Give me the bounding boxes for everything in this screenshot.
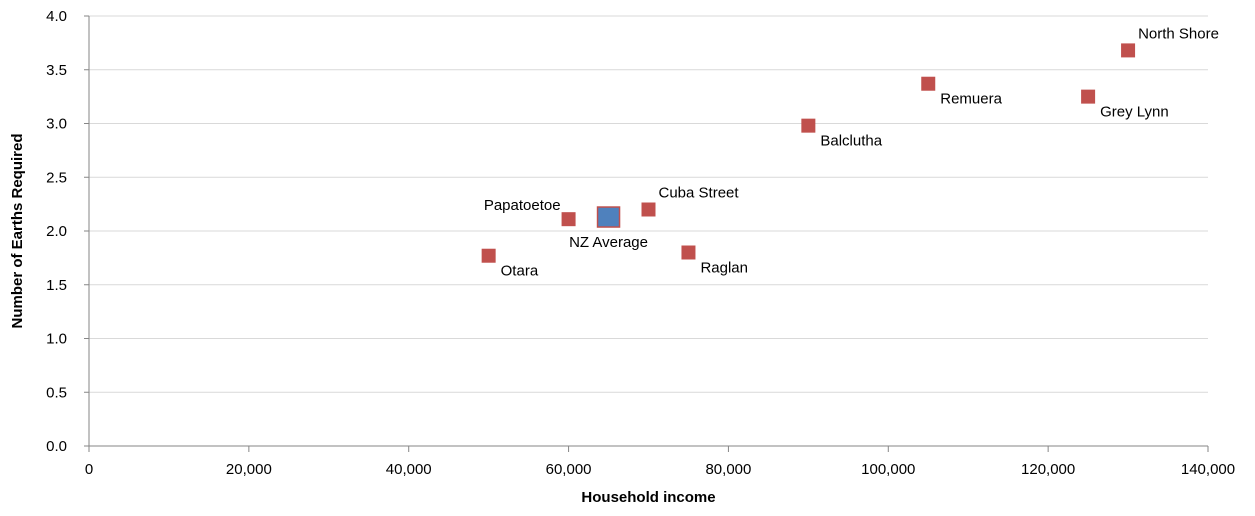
data-point (681, 245, 696, 260)
gridlines (89, 15, 1208, 393)
y-tick-label: 2.0 (46, 223, 67, 240)
y-tick-label: 3.5 (46, 62, 67, 79)
x-tick-label: 40,000 (386, 461, 432, 478)
axes (84, 15, 1209, 452)
data-point (1121, 43, 1136, 58)
x-tick-label: 20,000 (226, 461, 272, 478)
y-tick-label: 1.0 (46, 331, 67, 348)
data-point-label: Papatoetoe (484, 197, 561, 214)
y-tick-label: 0.0 (46, 438, 67, 455)
y-axis-title: Number of Earths Required (9, 133, 26, 328)
data-point (801, 118, 816, 133)
y-tick-label: 2.5 (46, 169, 67, 186)
data-point-label: Cuba Street (659, 185, 740, 202)
point-labels: Otara Papatoetoe NZ Average Cuba Street Ragl… (484, 25, 1219, 279)
data-points (481, 43, 1136, 263)
data-point (481, 248, 496, 263)
y-tick-label: 4.0 (46, 8, 67, 25)
data-point-label: Balclutha (820, 133, 882, 150)
data-point-highlight (596, 206, 621, 228)
x-tick-label: 80,000 (705, 461, 751, 478)
data-point-label: NZ Average (569, 234, 648, 251)
y-tick-label: 1.5 (46, 277, 67, 294)
data-point (921, 76, 936, 91)
x-tick-label: 60,000 (546, 461, 592, 478)
tick-labels: 0.0 0.5 1.0 1.5 2.0 2.5 3.0 3.5 4.0 0 20,000 40,000… (46, 8, 1235, 478)
x-axis-title: Household income (581, 489, 715, 506)
x-tick-label: 100,000 (861, 461, 915, 478)
x-tick-label: 120,000 (1021, 461, 1075, 478)
x-tick-label: 0 (85, 461, 93, 478)
data-point-label: Remuera (940, 91, 1002, 108)
y-tick-label: 3.0 (46, 116, 67, 133)
data-point (561, 212, 576, 227)
data-point-label: North Shore (1138, 25, 1219, 42)
x-tick-label: 140,000 (1181, 461, 1235, 478)
y-tick-label: 0.5 (46, 384, 67, 401)
data-point-label: Otara (501, 263, 539, 280)
data-point-label: Raglan (700, 260, 748, 277)
data-point (1081, 89, 1096, 104)
data-point-label: Grey Lynn (1100, 104, 1169, 121)
data-point (641, 202, 656, 217)
